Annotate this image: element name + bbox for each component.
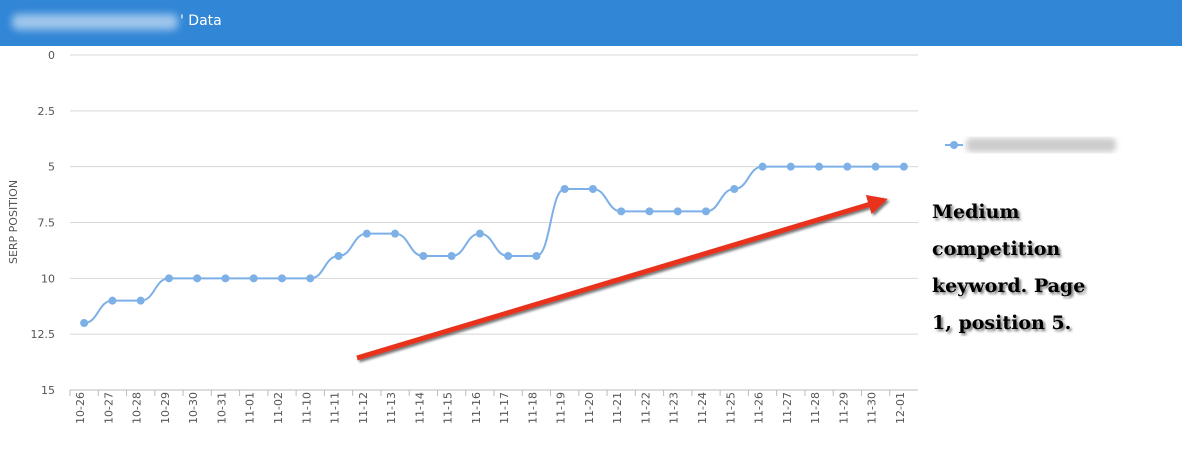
data-point	[645, 207, 654, 216]
x-tick-label: 11-19	[555, 392, 568, 424]
data-point	[532, 252, 541, 260]
data-point	[560, 185, 569, 193]
data-point	[306, 274, 315, 283]
y-tick-label: 2.5	[38, 105, 56, 118]
data-point	[588, 185, 597, 193]
x-tick-label: 11-26	[753, 392, 766, 424]
data-point	[730, 185, 739, 193]
data-point	[673, 207, 682, 216]
data-point	[80, 319, 89, 327]
x-tick-label: 11-22	[639, 392, 652, 424]
series-line	[83, 165, 904, 324]
x-tick-label: 11-13	[385, 392, 398, 424]
blurred-legend-text	[966, 138, 1116, 152]
data-point	[108, 296, 117, 305]
x-tick-label: 11-21	[611, 392, 624, 424]
x-tick-label: 11-11	[329, 392, 342, 424]
x-tick-label: 12-01	[894, 392, 907, 424]
data-point	[786, 162, 795, 171]
y-tick-label: 12.5	[31, 328, 56, 341]
x-tick-label: 10-30	[187, 392, 200, 424]
x-tick-label: 11-25	[724, 392, 737, 424]
x-tick-label: 10-26	[74, 392, 87, 424]
data-point	[391, 229, 400, 238]
data-point	[899, 162, 908, 171]
annotation: Medium	[932, 201, 1020, 223]
data-point	[447, 252, 456, 260]
chart: SERP POSITION 0 2.5 5 7.5 10 12.5 15 10-26 10-27…	[7, 49, 1116, 424]
x-tick-label: 11-12	[357, 392, 370, 424]
data-point	[871, 162, 880, 171]
legend-marker	[950, 141, 958, 149]
data-point	[334, 252, 343, 260]
x-tick-label: 10-27	[102, 392, 115, 424]
x-tick-label: 11-30	[866, 392, 879, 424]
x-tick-label: 11-24	[696, 392, 709, 424]
data-point	[504, 252, 513, 260]
y-tick-label: 5	[48, 161, 55, 174]
x-tick-label: 10-31	[215, 392, 228, 424]
y-tick-label: 7.5	[38, 217, 56, 230]
y-tick-label: 15	[41, 384, 55, 397]
data-point	[193, 274, 202, 283]
annotation: 1, position 5.	[932, 312, 1071, 334]
annotation: competition	[932, 238, 1060, 260]
data-point	[221, 274, 230, 283]
y-tick-label: 0	[48, 49, 55, 62]
data-point	[758, 162, 767, 171]
data-point	[278, 274, 286, 283]
data-point	[617, 207, 626, 216]
y-tick-label: 10	[41, 272, 55, 285]
annotation: keyword. Page	[932, 275, 1085, 297]
data-point	[136, 296, 145, 305]
data-point	[702, 207, 710, 216]
data-point	[475, 229, 484, 238]
arrow	[356, 195, 888, 361]
x-tick-label: 11-23	[668, 392, 681, 424]
x-tick-label: 11-20	[583, 392, 596, 424]
x-tick-label: 11-01	[244, 392, 257, 424]
data-point	[362, 229, 371, 238]
x-tick-label: 11-28	[809, 392, 822, 424]
x-tick-label: 10-28	[131, 392, 144, 424]
x-tick-label: 11-18	[526, 392, 539, 424]
x-tick-label: 11-29	[837, 392, 850, 424]
blurred-text	[12, 14, 178, 30]
x-tick-label: 11-15	[442, 392, 455, 424]
x-tick-label: 11-16	[470, 392, 483, 424]
data-point	[249, 274, 258, 283]
x-tick-label: 11-17	[498, 392, 511, 424]
x-tick-label: 11-27	[781, 392, 794, 424]
header-title: ' Data	[180, 13, 222, 29]
data-point	[164, 274, 173, 283]
y-axis-title: SERP POSITION	[7, 180, 20, 264]
data-point	[419, 252, 428, 260]
data-point	[815, 162, 824, 171]
x-tick-label: 11-14	[413, 392, 426, 424]
x-tick-label: 11-10	[300, 392, 313, 424]
x-tick-label: 10-29	[159, 392, 172, 424]
header: ' Data	[0, 0, 1182, 46]
x-tick-label: 11-02	[272, 392, 285, 424]
data-point	[843, 162, 852, 171]
